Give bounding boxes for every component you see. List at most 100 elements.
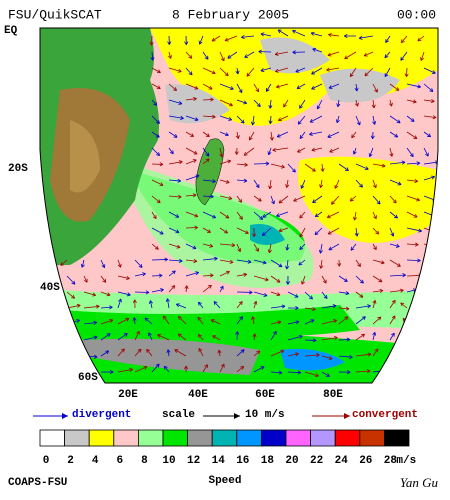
wind-arrow xyxy=(304,291,313,300)
wind-arrow xyxy=(372,227,380,235)
colorbar-tick: 14 xyxy=(212,455,226,467)
arrow-head xyxy=(278,199,283,204)
wind-arrow xyxy=(117,259,122,268)
arrow-head xyxy=(299,246,304,251)
arrow-head xyxy=(346,337,351,342)
arrow-head xyxy=(171,270,176,275)
wind-arrow xyxy=(321,163,324,172)
wind-arrow xyxy=(253,275,269,281)
wind-arrow xyxy=(355,370,371,373)
arrow-head xyxy=(184,41,189,45)
arrow-head xyxy=(238,198,242,203)
arrow-head xyxy=(285,184,290,188)
arrow-head xyxy=(265,87,270,92)
wind-arrow xyxy=(299,211,306,219)
wind-arrow xyxy=(355,99,359,107)
color-swatch xyxy=(64,429,90,447)
wind-arrow xyxy=(338,291,349,294)
arrow-head xyxy=(211,37,216,42)
arrow-head xyxy=(295,352,299,357)
arrow-head xyxy=(238,89,243,93)
wind-arrow xyxy=(151,99,158,106)
wind-arrow xyxy=(236,195,242,203)
lon-label: 60E xyxy=(255,389,275,401)
wind-arrow xyxy=(151,67,161,73)
wind-arrow xyxy=(219,51,225,62)
legend: divergent scale 10 m/s convergent xyxy=(33,409,418,421)
convergent-label: convergent xyxy=(352,409,418,421)
arrow-head xyxy=(241,35,245,40)
wind-arrow xyxy=(423,83,434,92)
arrow-head xyxy=(173,134,178,138)
wind-arrow xyxy=(400,302,408,309)
arrow-head xyxy=(346,370,351,375)
wind-arrow xyxy=(309,131,323,135)
arrow-head xyxy=(262,260,267,265)
wind-arrow xyxy=(355,179,363,188)
wind-arrow xyxy=(287,335,303,341)
wind-arrow xyxy=(304,319,315,325)
arrow-head xyxy=(267,151,272,156)
arrow-head xyxy=(385,38,389,43)
wind-arrow xyxy=(185,51,193,59)
arrow-head xyxy=(252,333,257,338)
wind-arrow xyxy=(253,211,263,220)
wind-arrow xyxy=(299,131,306,139)
arrow-head xyxy=(397,181,402,186)
wind-arrow xyxy=(372,163,386,167)
arrow-head xyxy=(343,278,348,282)
arrow-head xyxy=(300,184,305,189)
wind-arrow xyxy=(49,371,62,376)
arrow-head xyxy=(345,291,350,296)
arrow-head xyxy=(396,119,401,124)
wind-arrow xyxy=(338,275,348,282)
arrow-head xyxy=(192,159,197,163)
wind-arrow xyxy=(334,179,340,189)
arrow-head xyxy=(349,355,353,360)
wind-arrow xyxy=(151,131,160,138)
arrow-head xyxy=(431,175,435,180)
wind-arrow xyxy=(185,115,199,121)
wind-arrow xyxy=(168,179,181,182)
arrow-head xyxy=(311,85,316,90)
wind-arrow xyxy=(168,195,182,198)
color-swatch xyxy=(236,429,262,447)
arrow-head xyxy=(174,349,179,353)
arrow-head xyxy=(157,69,161,74)
arrow-head xyxy=(316,353,320,358)
arrow-head xyxy=(354,232,359,237)
colorbar-unit: m/s xyxy=(396,455,416,467)
arrow-head xyxy=(353,216,358,221)
wind-arrow xyxy=(100,259,105,268)
wind-arrow xyxy=(311,83,323,90)
wind-arrow xyxy=(253,163,270,165)
arrow-head xyxy=(145,290,150,295)
arrow-head xyxy=(404,73,409,77)
arrow-head xyxy=(235,135,240,139)
wind-arrow xyxy=(151,51,154,61)
arrow-head xyxy=(277,29,282,34)
wind-arrow xyxy=(185,271,199,277)
arrow-head xyxy=(291,168,296,173)
arrow-head xyxy=(431,244,435,248)
wind-arrow xyxy=(277,29,289,37)
arrow-head xyxy=(60,262,65,266)
arrow-head xyxy=(431,70,436,74)
wind-arrow xyxy=(423,256,434,261)
wind-arrow xyxy=(389,99,393,107)
arrow-head xyxy=(344,316,349,321)
wind-arrow xyxy=(151,147,160,156)
arrow-head xyxy=(138,264,143,268)
arrow-head xyxy=(373,246,377,251)
wind-arrow xyxy=(389,332,395,341)
wind-arrow xyxy=(423,161,438,165)
arrow-head xyxy=(177,68,182,73)
title: FSU/QuikSCAT xyxy=(8,7,102,22)
wind-arrow xyxy=(219,99,233,106)
arrow-head xyxy=(109,305,113,310)
arrow-head xyxy=(328,246,333,251)
wind-arrow xyxy=(355,83,358,92)
arrow-head xyxy=(429,88,434,92)
wind-arrow xyxy=(269,115,272,124)
